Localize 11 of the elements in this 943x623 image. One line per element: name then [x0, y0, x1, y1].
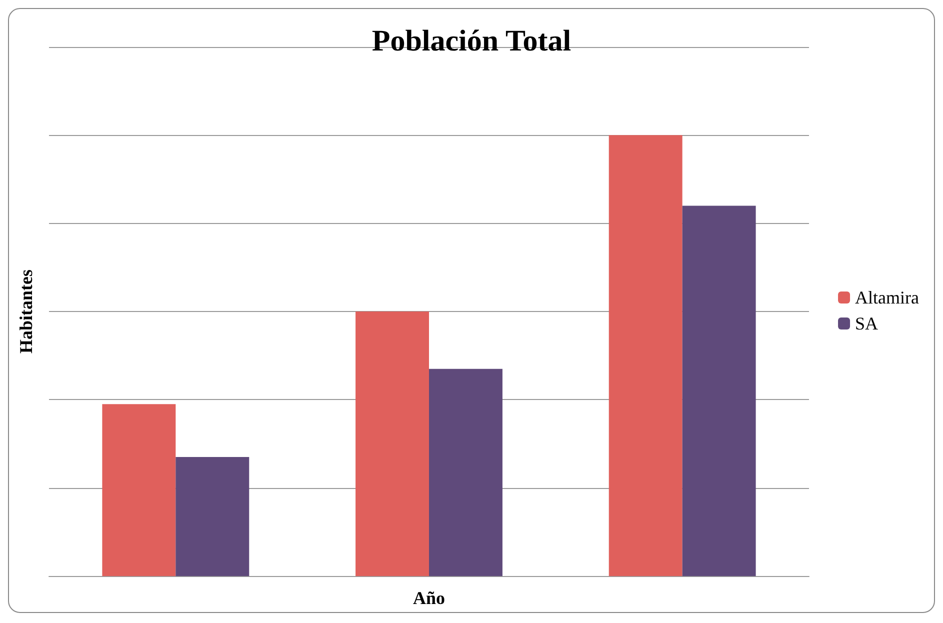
bar [102, 404, 176, 576]
bar [356, 312, 429, 576]
bar [176, 457, 250, 576]
bar [608, 135, 682, 576]
bar [429, 368, 502, 576]
legend-label: SA [855, 314, 878, 334]
chart-title: Población Total [372, 24, 572, 58]
legend-label: Altamira [855, 288, 920, 308]
y-axis-title: Habitantes [16, 270, 36, 354]
bar [682, 206, 756, 576]
x-axis-title: Año [412, 588, 446, 608]
